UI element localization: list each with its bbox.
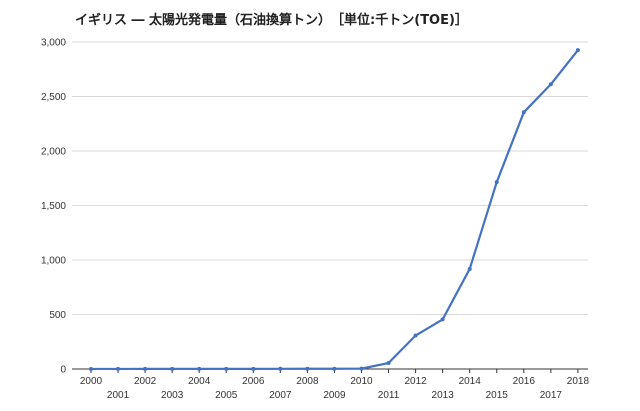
x-tick-label: 2017 xyxy=(540,390,563,401)
data-point xyxy=(224,366,229,371)
y-tick-label: 3,000 xyxy=(41,38,66,49)
x-tick-label: 2002 xyxy=(134,376,157,387)
x-tick-label: 2003 xyxy=(161,390,184,401)
x-tick-label: 2006 xyxy=(242,376,265,387)
x-tick-label: 2011 xyxy=(378,390,400,401)
x-tick-label: 2001 xyxy=(107,390,130,401)
data-point xyxy=(305,366,310,371)
data-point xyxy=(440,317,445,322)
x-tick-label: 2014 xyxy=(459,376,482,387)
x-tick-label: 2008 xyxy=(296,376,319,387)
x-tick-label: 2004 xyxy=(188,376,211,387)
data-point xyxy=(548,82,553,87)
x-tick-label: 2005 xyxy=(215,390,238,401)
data-point xyxy=(494,180,499,185)
x-tick-label: 2007 xyxy=(269,390,292,401)
x-tick-label: 2000 xyxy=(80,376,103,387)
data-point xyxy=(413,333,418,338)
data-point xyxy=(251,366,256,371)
data-point xyxy=(575,48,580,53)
y-tick-label: 0 xyxy=(60,365,66,376)
x-tick-label: 2016 xyxy=(513,376,536,387)
y-tick-label: 1,500 xyxy=(41,201,66,212)
x-tick-label: 2015 xyxy=(486,390,509,401)
series-layer xyxy=(89,48,580,371)
data-point xyxy=(521,110,526,115)
y-tick-label: 1,000 xyxy=(41,256,66,267)
data-point xyxy=(116,366,121,371)
chart-title: イギリス ― 太陽光発電量（石油換算トン） ［単位:千トン(TOE)］ xyxy=(75,13,468,28)
y-tick-label: 2,500 xyxy=(41,92,66,103)
y-tick-label: 2,000 xyxy=(41,147,66,158)
x-tick-label: 2012 xyxy=(404,376,427,387)
y-tick-label: 500 xyxy=(49,310,66,321)
data-point xyxy=(278,366,283,371)
data-point xyxy=(197,366,202,371)
data-point xyxy=(467,266,472,271)
data-point xyxy=(359,366,364,371)
x-tick-label: 2013 xyxy=(432,390,455,401)
data-point xyxy=(143,366,148,371)
x-tick-label: 2018 xyxy=(567,376,590,387)
series-line xyxy=(89,49,580,371)
data-point xyxy=(170,366,175,371)
data-point xyxy=(89,366,93,371)
data-point xyxy=(332,366,337,371)
x-tick-label: 2009 xyxy=(323,390,346,401)
grid-lines xyxy=(72,41,588,315)
data-point xyxy=(386,361,391,366)
x-tick-label: 2010 xyxy=(350,376,373,387)
tick-labels: 0 500 1,000 1,500 2,000 2,500 3,000 2000 2001 200… xyxy=(41,38,589,402)
